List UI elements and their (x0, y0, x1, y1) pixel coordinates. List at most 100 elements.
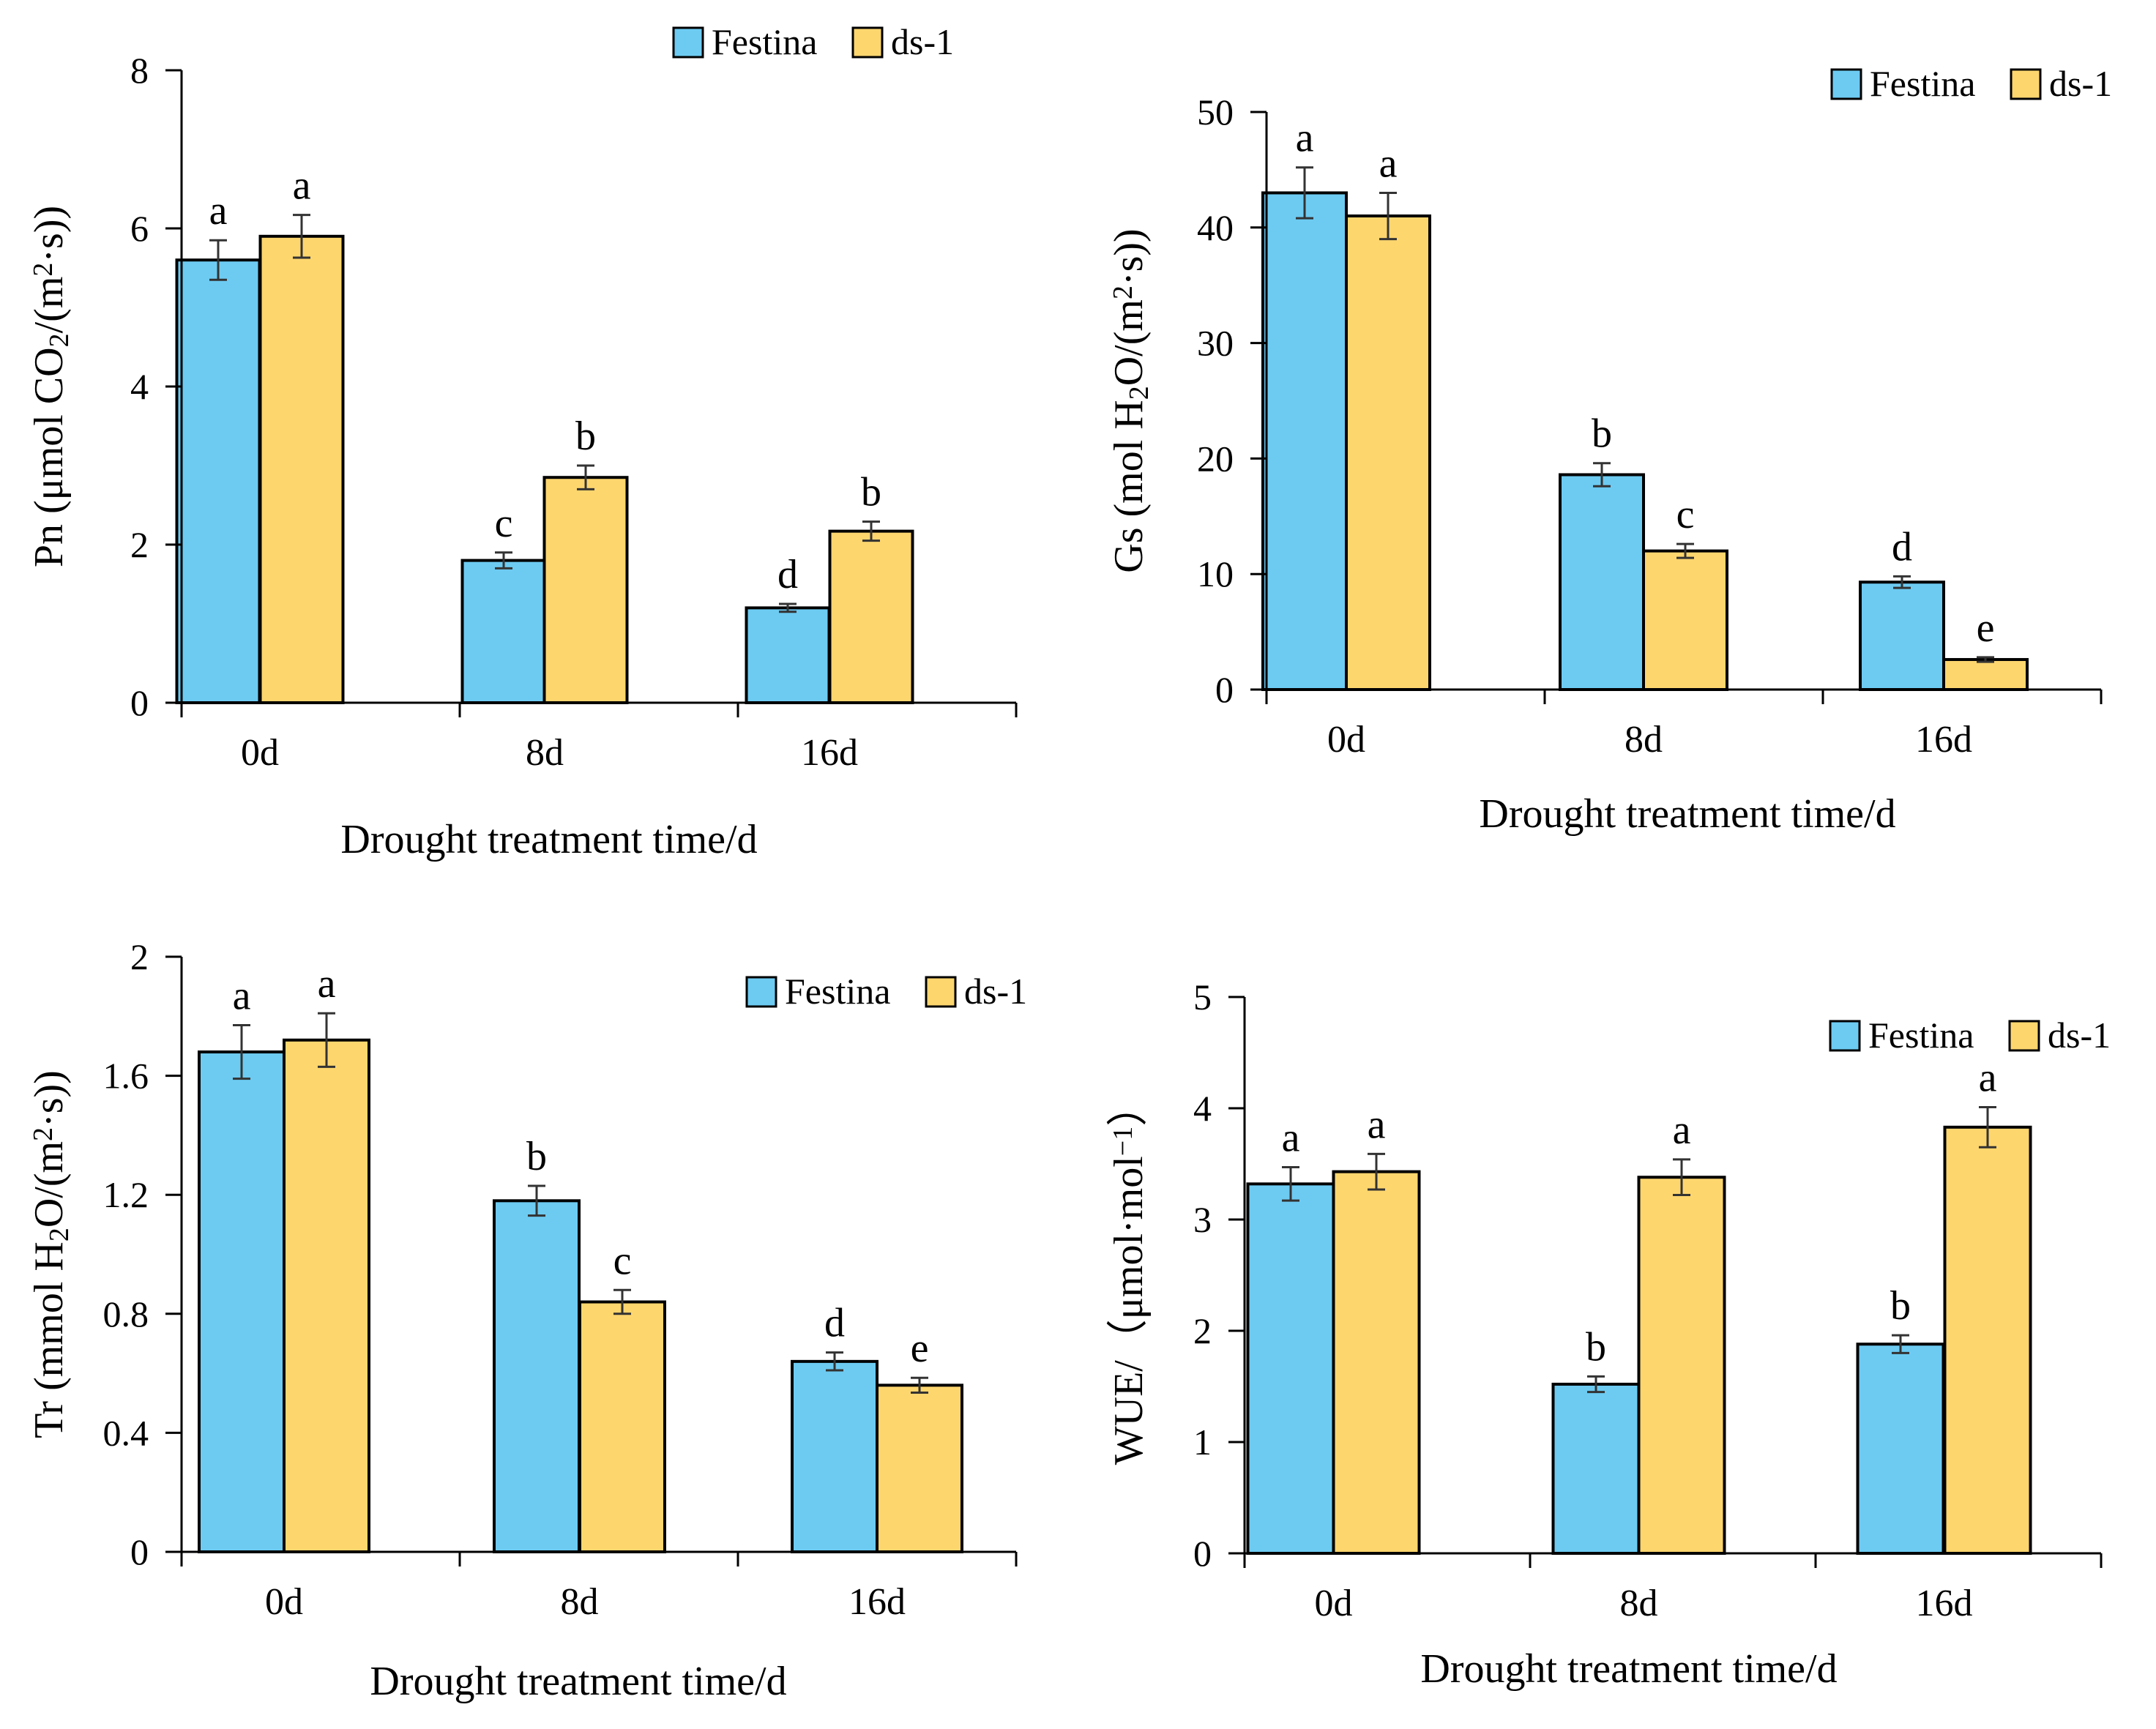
x-axis-title: Drought treatment time/d (1420, 1646, 1837, 1692)
y-tick-label: 0.4 (103, 1412, 149, 1453)
legend-label-festina: Festina (1870, 63, 1975, 104)
legend-swatch-festina (1829, 1020, 1861, 1052)
error-bar-festina-0d (1282, 1166, 1299, 1202)
y-tick-label: 6 (130, 208, 149, 249)
x-tick-label: 8d (526, 732, 564, 774)
x-tick-label: 0d (1315, 1583, 1353, 1624)
significance-label-festina-8d: b (1586, 1324, 1606, 1370)
error-bar-ds1-8d (1676, 542, 1694, 559)
legend-swatch-festina (672, 26, 704, 59)
significance-label-ds1-8d: a (1673, 1108, 1691, 1153)
y-axis-title-part: 2 (44, 333, 75, 347)
y-tick-label: 0.8 (103, 1293, 149, 1334)
error-bar-ds1-0d (293, 214, 310, 259)
significance-label-festina-0d: a (1296, 116, 1314, 161)
legend-swatch-ds1 (925, 976, 957, 1008)
y-tick-label: 5 (1193, 976, 1212, 1017)
significance-label-ds1-16d: a (1979, 1055, 1997, 1100)
legend-swatch-festina (1830, 68, 1862, 100)
significance-label-ds1-8d: c (613, 1238, 632, 1283)
y-axis-title: WUE/（μmol·mol−1） (1106, 1086, 1152, 1465)
y-axis-title-part: 2 (44, 1228, 75, 1241)
legend: Festina ds-1 (1830, 63, 2112, 104)
significance-label-festina-0d: a (209, 188, 228, 234)
error-bar-ds1-0d (318, 1012, 335, 1068)
y-tick-label: 1 (1193, 1422, 1212, 1463)
significance-label-festina-16d: d (777, 552, 798, 597)
significance-label-festina-8d: b (526, 1134, 547, 1179)
y-axis-title-part: Tr (mmol H (26, 1241, 72, 1438)
legend-label-festina: Festina (785, 971, 890, 1012)
x-tick-label: 0d (1327, 719, 1365, 761)
x-axis-title: Drought treatment time/d (370, 1659, 786, 1704)
y-axis-title-part: /(m (26, 277, 72, 334)
significance-label-festina-16d: b (1890, 1283, 1911, 1329)
y-axis-title-part: 2 (1108, 285, 1138, 299)
bar-ds1-0d (283, 1038, 370, 1553)
bar-ds1-8d (1637, 1176, 1726, 1555)
legend-label-festina: Festina (712, 21, 817, 62)
error-bar-ds1-8d (1673, 1158, 1690, 1197)
y-axis-title-part: ·s)) (26, 206, 72, 263)
significance-label-festina-0d: a (1282, 1116, 1300, 1161)
y-tick-label: 0 (130, 682, 149, 723)
significance-label-ds1-8d: c (1676, 492, 1695, 537)
x-tick-label: 16d (1916, 1583, 1973, 1624)
y-axis-title-part: 2 (1124, 386, 1155, 400)
x-axis-title: Drought treatment time/d (1479, 791, 1895, 837)
error-bar-festina-0d (233, 1023, 250, 1080)
bar-festina-16d (1859, 580, 1945, 691)
significance-label-ds1-0d: a (1379, 141, 1398, 186)
y-tick-label: 0 (1215, 669, 1234, 710)
bar-ds1-8d (542, 476, 629, 704)
y-axis-title: Tr (mmol H2O/(m2·s)) (26, 1070, 75, 1438)
y-tick-label: 4 (1193, 1088, 1212, 1129)
error-bar-ds1-8d (577, 464, 594, 490)
legend-label-ds1: ds-1 (2048, 1015, 2111, 1056)
error-bar-festina-8d (1593, 462, 1611, 488)
y-tick-label: 2 (1193, 1310, 1212, 1351)
y-tick-label: 40 (1197, 207, 1234, 248)
significance-label-ds1-16d: b (861, 470, 881, 515)
y-axis-title-part: 2 (28, 263, 59, 277)
significance-label-festina-16d: d (1892, 524, 1912, 570)
panel-tr: a b d a c e 0 0.4 0.8 1.2 1.6 2 0d 8d 16d Drought treat… (26, 936, 1027, 1704)
x-tick-label: 16d (1915, 719, 1972, 761)
error-bar-festina-8d (495, 551, 512, 570)
panel-wue: a b b a a a 0 1 2 3 4 5 0d 8d 16d Drought treatment tim… (1106, 976, 2111, 1692)
error-bar-festina-16d (779, 602, 797, 613)
y-axis-title-part: −1 (1108, 1127, 1138, 1156)
bar-festina-16d (1856, 1343, 1945, 1555)
y-axis-title-part: ·s)) (26, 1070, 72, 1127)
x-tick-label: 0d (241, 732, 279, 774)
y-tick-label: 50 (1197, 92, 1234, 132)
significance-label-ds1-0d: a (293, 163, 311, 209)
significance-label-ds1-16d: e (1977, 605, 1995, 651)
bar-festina-0d (175, 258, 261, 704)
legend-swatch-ds1 (851, 26, 884, 59)
y-tick-label: 2 (130, 524, 149, 565)
significance-label-ds1-16d: e (911, 1326, 929, 1371)
bar-festina-0d (1261, 191, 1348, 691)
y-axis-title-part: Gs (mol H (1106, 400, 1152, 572)
bar-ds1-16d (876, 1383, 963, 1553)
error-bar-ds1-16d (862, 520, 880, 542)
y-axis-title-part: ） (1106, 1086, 1152, 1127)
significance-label-festina-16d: d (824, 1301, 845, 1346)
y-axis-title-part: ·s)) (1106, 228, 1152, 285)
x-tick-label: 8d (1620, 1583, 1658, 1624)
error-bar-ds1-16d (1979, 1105, 1996, 1149)
error-bar-festina-0d (209, 239, 227, 281)
legend-label-ds1: ds-1 (891, 21, 954, 62)
legend: Festina ds-1 (1829, 1015, 2111, 1056)
bar-ds1-0d (1345, 214, 1431, 691)
significance-label-festina-8d: c (495, 501, 513, 546)
bar-ds1-0d (1332, 1170, 1421, 1555)
x-tick-label: 8d (561, 1581, 599, 1623)
y-tick-label: 1.2 (103, 1174, 149, 1215)
y-tick-label: 20 (1197, 438, 1234, 479)
error-bar-ds1-0d (1379, 191, 1397, 241)
legend-label-ds1: ds-1 (964, 971, 1027, 1012)
error-bar-festina-0d (1296, 166, 1313, 220)
